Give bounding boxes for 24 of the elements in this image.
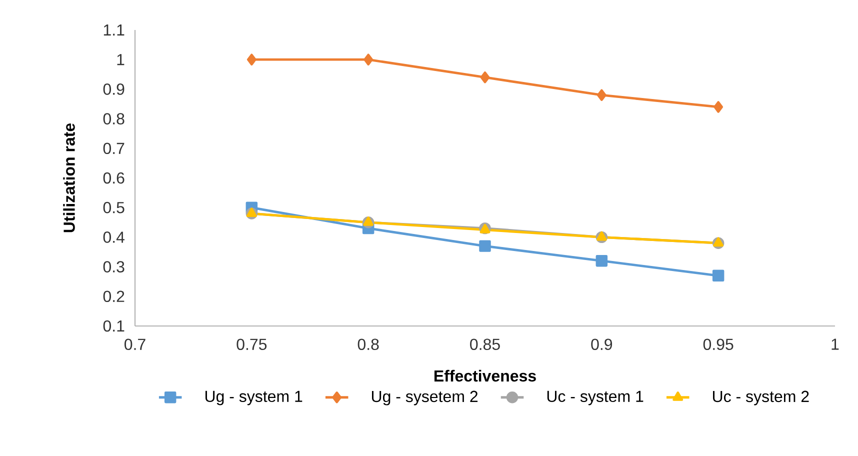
y-tick-label: 0.2 xyxy=(103,290,124,302)
legend-label: Uc - system 2 xyxy=(713,390,809,406)
legend-label: Ug - sysetem 2 xyxy=(372,390,478,406)
legend-label: Ug - system 1 xyxy=(205,390,302,406)
y-tick-label: 0.9 xyxy=(103,84,124,95)
y-axis-title: Utilization rate xyxy=(63,123,75,232)
y-tick-label: 0.5 xyxy=(103,202,124,214)
y-tick-label: 0.1 xyxy=(103,320,124,332)
x-tick-label: 1 xyxy=(832,338,839,350)
x-tick-label: 0.85 xyxy=(470,338,500,350)
x-tick-label: 0.9 xyxy=(591,338,612,350)
y-tick-label: 1.1 xyxy=(104,24,124,36)
x-tick-label: 0.95 xyxy=(703,338,734,350)
y-tick-label: 0.8 xyxy=(103,113,124,124)
legend-label: Uc - system 1 xyxy=(547,390,644,406)
y-tick-label: 0.7 xyxy=(103,142,124,154)
x-tick-label: 0.8 xyxy=(358,338,379,350)
y-tick-label: 0.6 xyxy=(103,172,124,184)
y-tick-label: 1 xyxy=(117,54,124,66)
y-tick-label: 0.4 xyxy=(103,232,124,243)
x-axis-title: Effectiveness xyxy=(434,370,536,382)
x-tick-label: 0.75 xyxy=(236,338,267,350)
y-tick-label: 0.3 xyxy=(103,261,124,272)
x-tick-label: 0.7 xyxy=(124,338,146,350)
